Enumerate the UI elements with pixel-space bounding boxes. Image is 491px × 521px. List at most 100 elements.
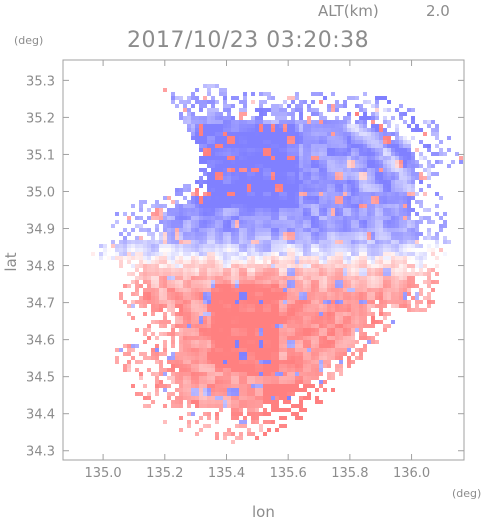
- radar-cell: [355, 288, 359, 292]
- radar-cell: [239, 192, 243, 196]
- radar-cell: [439, 224, 443, 228]
- radar-cell: [275, 340, 279, 344]
- radar-cell: [275, 208, 279, 212]
- radar-cell: [215, 276, 219, 280]
- radar-cell: [339, 340, 343, 344]
- radar-cell: [383, 288, 387, 292]
- radar-cell: [255, 320, 259, 324]
- radar-cell: [255, 312, 259, 316]
- radar-cell: [259, 312, 263, 316]
- radar-cell: [279, 268, 283, 272]
- radar-cell: [307, 248, 311, 252]
- radar-cell: [235, 236, 239, 240]
- radar-cell: [283, 208, 287, 212]
- radar-cell: [287, 136, 291, 140]
- radar-cell: [267, 248, 271, 252]
- radar-cell: [271, 336, 275, 340]
- radar-cell: [199, 388, 203, 392]
- radar-cell: [399, 260, 403, 264]
- radar-cell: [287, 376, 291, 380]
- radar-cell: [427, 236, 431, 240]
- radar-cell: [307, 312, 311, 316]
- radar-cell: [291, 176, 295, 180]
- radar-cell: [431, 120, 435, 124]
- radar-cell: [435, 192, 439, 196]
- radar-cell: [267, 160, 271, 164]
- radar-cell: [171, 376, 175, 380]
- radar-cell: [127, 216, 131, 220]
- radar-cell: [355, 300, 359, 304]
- radar-cell: [99, 244, 103, 248]
- radar-cell: [303, 184, 307, 188]
- radar-cell: [367, 240, 371, 244]
- radar-cell: [195, 124, 199, 128]
- radar-cell: [291, 284, 295, 288]
- radar-cell: [295, 244, 299, 248]
- radar-cell: [187, 204, 191, 208]
- radar-cell: [247, 276, 251, 280]
- radar-cell: [399, 240, 403, 244]
- radar-cell: [287, 276, 291, 280]
- radar-cell: [179, 236, 183, 240]
- radar-cell: [271, 156, 275, 160]
- radar-cell: [311, 224, 315, 228]
- radar-cell: [311, 216, 315, 220]
- radar-cell: [243, 176, 247, 180]
- radar-cell: [303, 368, 307, 372]
- radar-cell: [395, 212, 399, 216]
- radar-cell: [127, 256, 131, 260]
- radar-cell: [395, 128, 399, 132]
- radar-cell: [311, 128, 315, 132]
- radar-cell: [327, 308, 331, 312]
- radar-cell: [171, 292, 175, 296]
- radar-cell: [163, 264, 167, 268]
- radar-cell: [247, 304, 251, 308]
- radar-cell: [339, 220, 343, 224]
- radar-cell: [275, 108, 279, 112]
- radar-cell: [147, 244, 151, 248]
- radar-cell: [247, 388, 251, 392]
- radar-cell: [343, 124, 347, 128]
- radar-cell: [279, 340, 283, 344]
- radar-cell: [147, 392, 151, 396]
- radar-cell: [239, 100, 243, 104]
- radar-cell: [347, 328, 351, 332]
- radar-cell: [307, 340, 311, 344]
- radar-cell: [215, 336, 219, 340]
- radar-cell: [199, 392, 203, 396]
- radar-cell: [291, 412, 295, 416]
- radar-cell: [159, 280, 163, 284]
- radar-cell: [195, 120, 199, 124]
- radar-cell: [395, 208, 399, 212]
- radar-cell: [423, 264, 427, 268]
- radar-cell: [243, 204, 247, 208]
- radar-cell: [335, 344, 339, 348]
- radar-cell: [295, 388, 299, 392]
- radar-cell: [231, 120, 235, 124]
- radar-cell: [255, 128, 259, 132]
- radar-cell: [231, 132, 235, 136]
- radar-cell: [255, 136, 259, 140]
- radar-cell: [323, 340, 327, 344]
- radar-cell: [359, 328, 363, 332]
- radar-cell: [299, 124, 303, 128]
- radar-cell: [263, 232, 267, 236]
- radar-cell: [207, 400, 211, 404]
- y-tick-label: 35.1: [26, 148, 55, 163]
- radar-cell: [187, 120, 191, 124]
- radar-cell: [295, 324, 299, 328]
- radar-cell: [363, 172, 367, 176]
- radar-cell: [283, 132, 287, 136]
- radar-cell: [339, 240, 343, 244]
- radar-cell: [235, 232, 239, 236]
- radar-cell: [287, 188, 291, 192]
- radar-cell: [383, 148, 387, 152]
- radar-cell: [287, 240, 291, 244]
- radar-cell: [207, 364, 211, 368]
- radar-cell: [163, 248, 167, 252]
- radar-cell: [119, 244, 123, 248]
- radar-cell: [239, 360, 243, 364]
- radar-cell: [175, 276, 179, 280]
- radar-cell: [247, 140, 251, 144]
- radar-cell: [403, 176, 407, 180]
